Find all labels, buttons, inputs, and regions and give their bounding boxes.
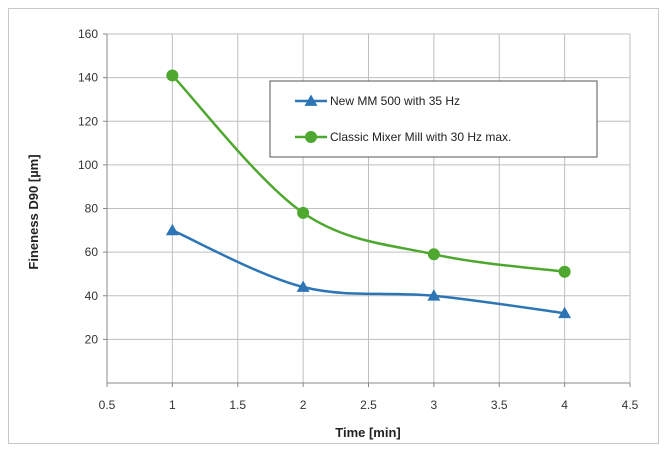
series-line: [171, 229, 565, 315]
y-tick-label: 80: [85, 202, 99, 216]
y-tick-label: 40: [85, 289, 99, 303]
x-tick-label: 4.5: [622, 398, 639, 412]
data-point: [427, 289, 441, 301]
y-tick-label: 20: [85, 332, 99, 346]
x-tick-label: 2: [300, 398, 307, 412]
x-tick-label: 3: [431, 398, 438, 412]
legend: New MM 500 with 35 Hz Classic Mixer Mill …: [269, 80, 598, 158]
legend-box: [269, 80, 598, 158]
data-point: [296, 280, 310, 292]
data-point: [558, 306, 572, 319]
y-axis-ticks: 20 40 60 80 100 120 140 160: [78, 27, 107, 346]
legend-label: New MM 500 with 35 Hz: [330, 94, 460, 108]
data-point: [165, 223, 179, 236]
series-line: [171, 74, 565, 273]
x-tick-label: 4: [561, 398, 568, 412]
data-point: [166, 69, 179, 82]
y-tick-label: 160: [78, 27, 98, 41]
x-tick-label: 0.5: [99, 398, 116, 412]
data-point: [427, 248, 440, 261]
series-2: [166, 69, 571, 278]
data-point: [558, 265, 571, 278]
legend-marker: [305, 131, 317, 143]
x-tick-label: 3.5: [491, 398, 508, 412]
y-tick-label: 120: [78, 114, 98, 128]
x-tick-label: 1.5: [229, 398, 246, 412]
x-tick-label: 2.5: [360, 398, 377, 412]
y-tick-label: 100: [78, 158, 98, 172]
series-layer: [165, 69, 572, 319]
y-tick-label: 140: [78, 71, 98, 85]
x-axis-label: Time [min]: [335, 425, 401, 440]
legend-item: Classic Mixer Mill with 30 Hz max.: [295, 130, 511, 144]
y-tick-label: 60: [85, 245, 99, 259]
series-1: [165, 223, 572, 319]
legend-item: New MM 500 with 35 Hz: [295, 94, 460, 108]
x-axis-ticks: 0.5 1 1.5 2 2.5 3 3.5 4 4.5: [99, 383, 639, 412]
x-tick-label: 1: [169, 398, 176, 412]
data-point: [297, 206, 310, 219]
legend-marker: [304, 94, 318, 106]
legend-label: Classic Mixer Mill with 30 Hz max.: [330, 130, 511, 144]
y-axis-label: Fineness D90 [µm]: [26, 154, 41, 269]
